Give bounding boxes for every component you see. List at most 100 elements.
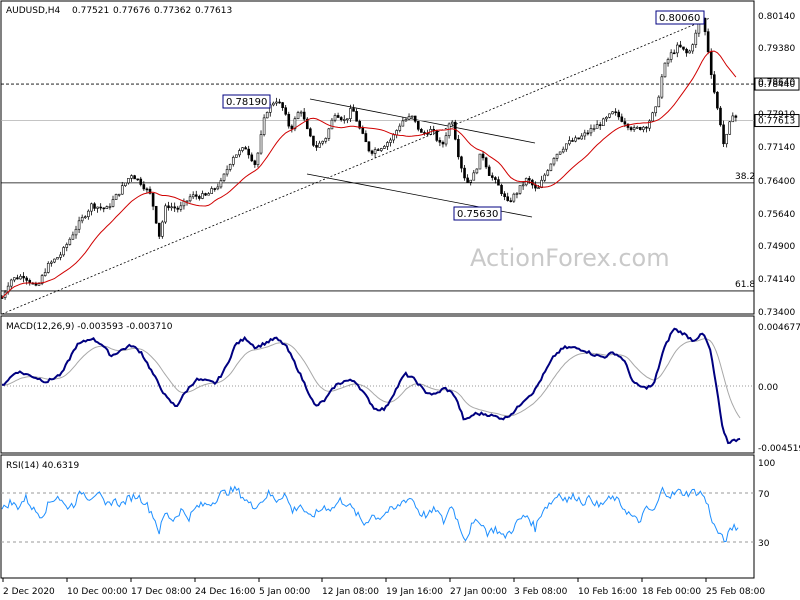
rsi-line — [1, 485, 739, 543]
candle-body — [413, 115, 417, 122]
candle-body — [645, 126, 648, 129]
x-tick-label: 25 Feb 08:00 — [706, 587, 765, 597]
candle-body — [93, 203, 96, 209]
candle-body — [392, 134, 395, 141]
candle-body — [77, 220, 81, 230]
candle-body — [722, 124, 725, 145]
candle-body — [651, 112, 654, 122]
candle-body — [401, 120, 405, 127]
price-header-open: 0.77521 — [72, 6, 109, 16]
candle-body — [253, 160, 257, 165]
price-header-high: 0.77676 — [113, 6, 150, 16]
candle-body — [157, 222, 161, 237]
candle-body — [654, 106, 658, 114]
candle-body — [185, 200, 189, 203]
svg-text:100: 100 — [758, 459, 775, 469]
candle-body — [145, 188, 149, 191]
watermark: ActionForex.com — [470, 244, 670, 272]
candle-body — [133, 175, 136, 180]
current-price-box — [754, 114, 800, 128]
candle-body — [527, 178, 531, 181]
rsi-header: RSI(14) 40.6319 — [6, 461, 79, 471]
candle-body — [367, 141, 371, 152]
candle-body — [487, 166, 491, 176]
candle-body — [494, 177, 497, 180]
candle-body — [713, 74, 716, 93]
candle-body — [225, 169, 229, 175]
candle-body — [577, 137, 580, 140]
candle-body — [312, 135, 315, 146]
candle-body — [124, 182, 127, 186]
candle-body — [518, 185, 522, 194]
candle-body — [568, 140, 571, 145]
candle-body — [355, 111, 358, 122]
candle-body — [716, 91, 719, 109]
price-header-symbol: AUDUSD,H4 — [6, 6, 61, 16]
candle-body — [305, 118, 309, 130]
candle-body — [703, 17, 707, 32]
moving-average-line — [1, 50, 737, 298]
candle-body — [127, 178, 130, 184]
candle-body — [333, 115, 337, 121]
x-axis: 2 Dec 2020 10 Dec 00:00 17 Dec 08:00 24 Dec… — [2, 578, 765, 597]
price-tick-label: 0.76400 — [758, 177, 795, 187]
candle-body — [136, 178, 139, 181]
candle-body — [438, 140, 442, 143]
annotation-mid-high: 0.78190 — [222, 94, 271, 109]
candle-body — [605, 116, 608, 120]
candle-body — [639, 127, 642, 130]
candle-body — [669, 52, 673, 60]
candle-body — [34, 283, 38, 286]
candle-body — [706, 31, 710, 53]
candle-body — [472, 172, 476, 181]
svg-text:0.75630: 0.75630 — [457, 209, 498, 220]
candle-body — [626, 123, 630, 128]
candle-body — [685, 48, 688, 54]
candle-body — [151, 193, 155, 207]
candle-body — [339, 117, 343, 121]
candle-body — [315, 145, 318, 148]
candle-body — [105, 206, 109, 210]
current-price-tag: 0.77613 — [758, 117, 795, 127]
candle-body — [423, 132, 426, 134]
candle-body — [620, 116, 624, 122]
price-tick-label: 0.80140 — [758, 12, 795, 22]
price-tick-label: 0.78640 — [758, 78, 795, 88]
candle-body — [194, 194, 198, 197]
candle-body — [734, 115, 738, 118]
candle-body — [595, 124, 599, 129]
x-tick-label: 3 Feb 08:00 — [514, 587, 568, 597]
x-tick-label: 17 Dec 08:00 — [131, 587, 192, 597]
candle-body — [114, 194, 118, 200]
candle-body — [120, 185, 124, 195]
candle-body — [148, 188, 152, 194]
candle-body — [358, 120, 361, 129]
level-tag-box — [754, 77, 800, 91]
candle-body — [327, 128, 331, 139]
candle-body — [302, 111, 306, 120]
candle-body — [324, 138, 328, 142]
candle-body — [490, 175, 494, 178]
candle-body — [250, 154, 254, 162]
candle-body — [281, 102, 284, 108]
candle-body — [188, 196, 192, 202]
annotation-high: 0.80060 — [655, 10, 705, 25]
candle-body — [352, 108, 355, 112]
candle-body — [497, 179, 500, 186]
svg-text:0.80060: 0.80060 — [659, 13, 700, 24]
candle-body — [691, 44, 695, 52]
candle-body — [201, 193, 204, 199]
candle-body — [256, 152, 260, 165]
candle-body — [543, 174, 547, 181]
candle-body — [481, 153, 485, 159]
candle-body — [475, 168, 479, 174]
candle-body — [96, 206, 99, 209]
candle-body — [435, 130, 439, 141]
candle-body — [515, 193, 519, 195]
candle-body — [176, 207, 180, 210]
candle-body — [580, 135, 584, 140]
candle-body — [231, 157, 235, 165]
candle-body — [25, 277, 28, 281]
candle-body — [90, 203, 93, 212]
candle-body — [512, 193, 516, 202]
